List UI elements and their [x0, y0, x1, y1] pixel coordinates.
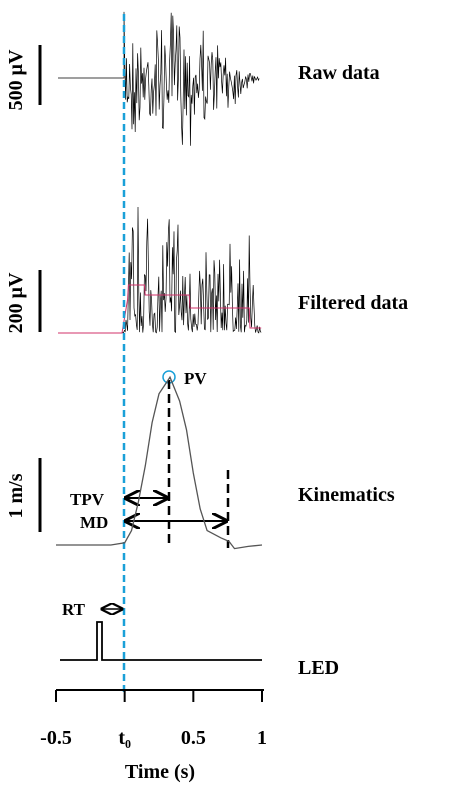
x-tick-label: 1 — [257, 727, 267, 749]
x-tick-label: 0.5 — [181, 727, 206, 749]
scale-label: 500 μV — [5, 49, 27, 110]
panel-label: LED — [298, 657, 339, 679]
emg-traces — [58, 11, 262, 334]
panel-label: Raw data — [298, 62, 380, 84]
raw-emg — [58, 11, 260, 146]
x-tick-label: -0.5 — [40, 727, 72, 749]
annotation: RT — [62, 600, 86, 619]
velocity-line — [56, 375, 263, 550]
scale-label: 1 m/s — [5, 473, 27, 518]
annotation: MD — [80, 513, 108, 532]
annotation: PV — [184, 369, 207, 388]
filtered-emg — [58, 206, 262, 334]
emg-envelope — [58, 284, 262, 334]
panel-label: Kinematics — [298, 484, 395, 506]
scale-label: 200 μV — [5, 272, 27, 333]
annotation: TPV — [70, 490, 105, 509]
x-tick-label: t₀ — [118, 727, 131, 749]
led-trace — [60, 621, 262, 661]
panel-label: Filtered data — [298, 292, 408, 314]
x-axis-label: Time (s) — [125, 761, 195, 783]
